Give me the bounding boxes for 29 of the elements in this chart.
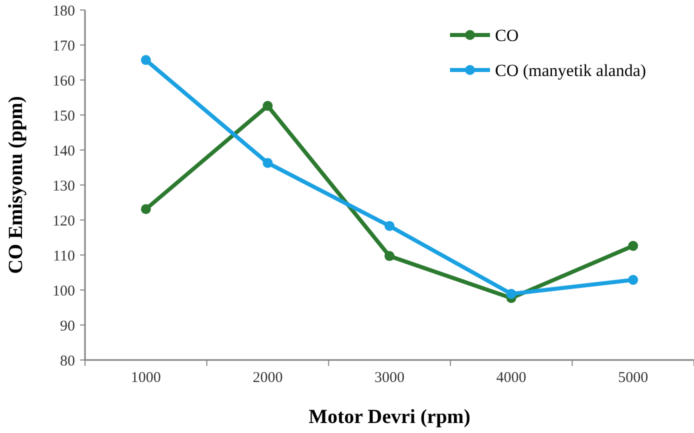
point	[262, 158, 273, 168]
y-tick-label: 110	[53, 248, 75, 264]
x-tick-label: 1000	[130, 370, 161, 386]
y-tick-label: 150	[52, 108, 75, 124]
point	[628, 274, 638, 285]
y-tick-label: 180	[52, 3, 75, 20]
y-tick-label: 140	[52, 143, 75, 160]
x-tick-label: 5000	[618, 370, 648, 386]
x-tick-label: 3000	[374, 370, 404, 386]
point	[262, 100, 273, 111]
y-tick-label: 120	[52, 213, 75, 230]
point	[506, 288, 516, 299]
y-tick-label: 160	[52, 73, 75, 90]
x-tick-label: 4000	[496, 370, 526, 386]
point	[384, 251, 394, 262]
point	[628, 240, 638, 251]
y-tick-label: 90	[60, 318, 75, 334]
y-tick-label: 130	[52, 178, 75, 194]
legend-label: CO (manyetik alanda)	[495, 60, 646, 80]
y-tick-label: 170	[52, 38, 75, 54]
legend-label: CO	[495, 26, 519, 45]
point	[384, 220, 394, 231]
y-axis-title: CO Emisyonu (ppm)	[5, 96, 27, 274]
y-tick-label: 80	[60, 353, 75, 370]
x-tick-label: 2000	[252, 370, 283, 386]
point	[140, 55, 151, 66]
x-axis-title: Motor Devri (rpm)	[308, 406, 470, 428]
y-tick-label: 100	[52, 283, 75, 300]
point	[140, 204, 151, 214]
